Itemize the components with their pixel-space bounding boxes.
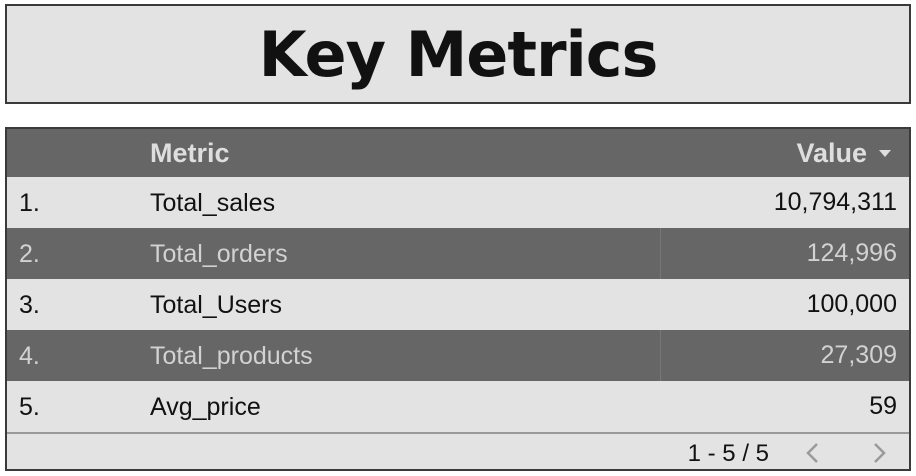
previous-page-button[interactable] [801, 441, 825, 465]
chevron-right-icon [874, 443, 886, 463]
page-title: Key Metrics [258, 17, 659, 91]
table-header: Metric Value [7, 129, 909, 177]
row-index: 4. [19, 342, 40, 370]
metric-cell: Avg_price [150, 393, 261, 421]
table-row: 1. Total_sales 10,794,311 [7, 177, 909, 228]
row-index: 3. [19, 291, 40, 319]
sort-descending-icon [879, 150, 891, 157]
column-header-metric[interactable]: Metric [150, 138, 230, 168]
table-row: 2. Total_orders 124,996 [7, 228, 909, 279]
metric-cell: Total_orders [150, 240, 288, 268]
metric-cell: Total_Users [150, 291, 282, 319]
table-row: 3. Total_Users 100,000 [7, 279, 909, 330]
value-cell: 100,000 [806, 290, 897, 318]
metrics-table: Metric Value 1. Total_sales 10,794,311 2… [5, 127, 911, 471]
table-footer: 1 - 5 / 5 [7, 432, 909, 469]
chevron-left-icon [806, 443, 818, 463]
column-header-value[interactable]: Value [796, 138, 891, 169]
pagination-range: 1 - 5 / 5 [687, 440, 769, 467]
value-cell: 27,309 [660, 330, 909, 381]
table-row: 4. Total_products 27,309 [7, 330, 909, 381]
metric-cell: Total_products [150, 342, 313, 370]
value-cell: 124,996 [660, 228, 909, 279]
next-page-button[interactable] [867, 441, 891, 465]
row-index: 2. [19, 240, 40, 268]
row-index: 1. [19, 189, 40, 217]
table-row: 5. Avg_price 59 [7, 381, 909, 432]
metric-cell: Total_sales [150, 189, 276, 217]
title-panel: Key Metrics [5, 4, 911, 104]
value-cell: 59 [869, 392, 897, 420]
value-cell: 10,794,311 [773, 188, 897, 216]
row-index: 5. [19, 393, 40, 421]
column-header-value-label: Value [796, 138, 867, 168]
